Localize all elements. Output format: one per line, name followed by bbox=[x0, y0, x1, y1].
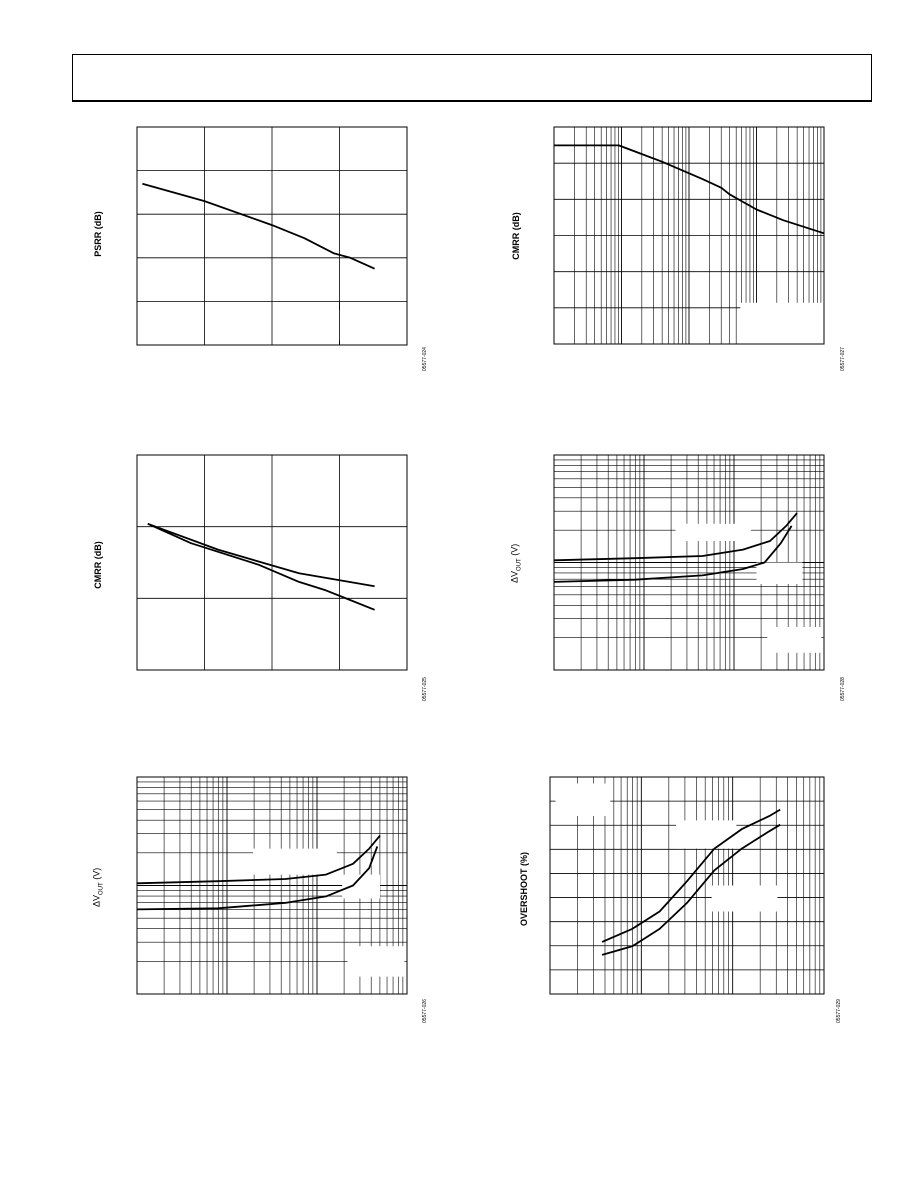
cmrr-linear-ylabel: CMRR (dB) bbox=[93, 541, 103, 589]
data-curve-1 bbox=[147, 522, 375, 588]
dvout-log-b-ylabel: ΔVOUT (V) bbox=[510, 533, 523, 593]
legend-area bbox=[555, 783, 611, 817]
overshoot-log-plot bbox=[549, 776, 825, 995]
cmrr-log-ylabel: CMRR (dB) bbox=[511, 212, 521, 260]
cmrr-linear-figure-code: 05577-025 bbox=[422, 677, 428, 701]
data-curve-2 bbox=[147, 522, 375, 611]
plot-frame bbox=[136, 126, 408, 346]
legend-area bbox=[711, 885, 778, 912]
legend-area bbox=[676, 820, 737, 849]
psrr-linear-plot bbox=[136, 126, 408, 346]
dvout-log-b-ylabel-sub: OUT bbox=[516, 558, 523, 571]
psrr-linear-figure-code: 05577-024 bbox=[422, 347, 428, 371]
cmrr-log-plot bbox=[553, 126, 825, 345]
dvout-log-b-figure-code: 05577-028 bbox=[840, 677, 846, 701]
dvout-log-b-plot bbox=[553, 454, 825, 671]
page-header-box bbox=[72, 54, 872, 102]
chart-dvout-log-a bbox=[553, 454, 825, 671]
psrr-linear-ylabel: PSRR (dB) bbox=[93, 211, 103, 257]
data-curve-1 bbox=[601, 808, 781, 943]
data-curve-2 bbox=[136, 846, 379, 911]
legend-area bbox=[253, 848, 337, 875]
chart-cmrr-linear bbox=[136, 454, 408, 671]
dvout-log-b-ylabel-main: ΔV bbox=[509, 570, 520, 583]
data-curve-2 bbox=[553, 525, 793, 583]
chart-dvout-log-left bbox=[136, 776, 408, 995]
legend-area bbox=[756, 562, 803, 584]
plot-frame bbox=[136, 776, 408, 995]
plot-frame bbox=[136, 454, 408, 671]
data-curve-1 bbox=[553, 512, 798, 562]
cmrr-log-figure-code: 05577-027 bbox=[840, 347, 846, 371]
legend-area bbox=[342, 874, 380, 899]
dvout-log-a-ylabel-main: ΔV bbox=[91, 894, 102, 907]
legend-area bbox=[675, 523, 752, 541]
overshoot-log-figure-code: 05577-029 bbox=[836, 999, 842, 1023]
plot-frame bbox=[553, 126, 825, 345]
cmrr-linear-plot bbox=[136, 454, 408, 671]
data-curve-1 bbox=[554, 144, 825, 235]
legend-area bbox=[767, 627, 822, 653]
dvout-log-b-ylabel-unit: (V) bbox=[509, 543, 520, 559]
dvout-log-a-ylabel-unit: (V) bbox=[91, 867, 102, 883]
chart-psrr-linear bbox=[136, 126, 408, 346]
data-curve-2 bbox=[601, 823, 781, 956]
dvout-log-a-plot bbox=[136, 776, 408, 995]
data-curve-1 bbox=[136, 835, 381, 885]
legend-area bbox=[740, 302, 824, 344]
dvout-log-a-ylabel: ΔVOUT (V) bbox=[92, 857, 105, 917]
plot-frame bbox=[553, 454, 825, 671]
dvout-log-a-ylabel-sub: OUT bbox=[98, 882, 105, 895]
legend-area bbox=[347, 946, 405, 977]
data-curve-1 bbox=[142, 182, 375, 270]
plot-frame bbox=[549, 776, 825, 995]
chart-cmrr-log bbox=[553, 126, 825, 345]
chart-overshoot-log bbox=[549, 776, 825, 995]
overshoot-log-ylabel: OVERSHOOT (%) bbox=[519, 852, 529, 927]
dvout-log-a-figure-code: 05577-026 bbox=[422, 999, 428, 1023]
